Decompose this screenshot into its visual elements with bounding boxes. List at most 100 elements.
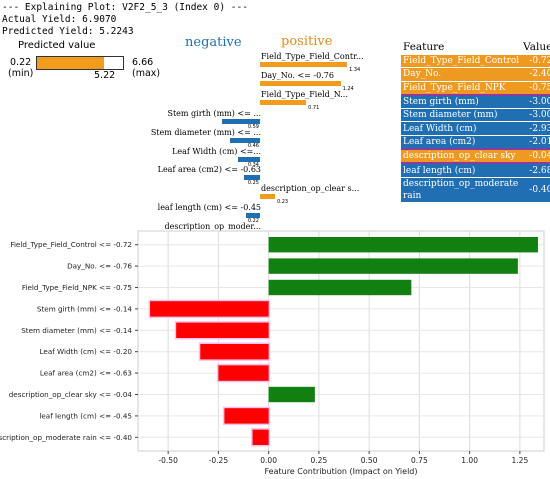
predicted-value-title: Predicted value [18,40,96,51]
predicted-value-number: 5.22 [94,70,116,81]
lime-bar-value: 1.24 [342,85,354,92]
value-cell: -3.00 [521,108,550,122]
feature-value-table: Feature Value Field_Type_Field_Control -0… [401,40,550,202]
category-label: description_op_moderate rain <= -0.40 [0,433,132,442]
lime-bar-value: 0.25 [247,180,259,187]
value-cell: -0.72 [521,53,550,68]
lime-bar-value: 0.23 [276,199,289,206]
x-tick-label: 0.50 [361,456,378,465]
feature-cell: Field_Type_Field_NPK [401,80,522,95]
lime-bar-value: 0.34 [247,161,259,168]
predicted-value-fill [37,57,104,69]
lime-bar [260,194,275,200]
lime-bar [237,156,260,162]
x-tick-label: 1.00 [461,456,478,465]
predicted-min-value: 0.22 [10,57,32,68]
value-cell: -2.40 [521,67,550,82]
lime-bar-value: 0.22 [247,218,259,225]
table-row: Field_Type_Field_NPK -0.75 [401,80,550,95]
category-label: Field_Type_Field_Control <= -0.72 [10,240,132,249]
lime-feature-label: Field_Type_Field_N... [261,89,348,99]
contribution-bar [218,365,269,381]
actual-yield-text: Actual Yield: 6.9070 [2,14,117,25]
lime-feature-label: description_op_moder... [164,222,261,232]
category-label: Stem diameter (mm) <= -0.14 [21,326,132,335]
lime-feature-label: Day_No. <= -0.76 [261,70,334,80]
lime-bar [230,137,260,143]
value-cell: -2.68 [521,162,550,178]
lime-bar [245,213,260,219]
x-tick-label: 0.75 [411,456,428,465]
predicted-value-bar [36,56,124,70]
table-row: Leaf Width (cm) -2.93 [401,121,550,136]
table-row: leaf length (cm) -2.68 [401,162,550,178]
table-row: description_op_moderate rain -0.40 [401,176,550,202]
x-tick-label: -0.50 [158,456,178,465]
lime-feature-label: Leaf Width (cm) <=... [172,146,261,156]
lime-feature-label: Stem diameter (mm) <= ... [150,127,261,137]
predicted-max-value: 6.66 [132,57,154,68]
contribution-bar [268,386,315,403]
lime-bar [260,62,348,67]
negative-heading: negative [185,35,242,50]
category-label: Field_Type_Field_NPK <= -0.75 [22,283,132,292]
predicted-yield-text: Predicted Yield: 5.2243 [2,26,134,37]
lime-feature-label: Field_Type_Field_Contr... [261,52,364,61]
value-cell: -0.40 [521,176,550,202]
feature-cell: description_op_moderate rain [401,176,522,202]
lime-bar [260,80,341,86]
category-label: description_op_clear sky <= -0.04 [9,390,133,399]
x-axis-label: Feature Contribution (Impact on Yield) [265,467,418,476]
feature-cell: description_op_clear sky [401,148,522,164]
contribution-bar [176,322,269,339]
lime-feature-label: leaf length (cm) <= -0.45 [157,203,261,213]
lime-feature-label: Leaf area (cm2) <= -0.63 [157,165,261,175]
positive-heading: positive [281,34,333,49]
lime-bar-value: 0.71 [308,104,320,111]
feature-cell: leaf length (cm) [401,162,522,178]
contribution-bar [200,343,269,360]
predicted-min-label: (min) [8,68,34,79]
lime-bar [221,118,260,124]
x-tick-label: 0.25 [311,456,328,465]
value-column-header: Value [523,41,550,53]
feature-column-header: Feature [403,41,445,53]
contribution-bar [252,429,269,446]
x-tick-label: -0.25 [209,456,229,465]
table-row: Stem girth (mm) -3.00 [401,93,550,109]
table-row: Day_No. -2.40 [401,67,550,82]
feature-cell: Stem girth (mm) [401,93,522,109]
table-row: Leaf area (cm2) -2.01 [401,134,550,150]
value-cell: -3.00 [521,93,550,109]
lime-bar-value: 0.59 [247,123,259,130]
lime-feature-label: Stem girth (mm) <= ... [167,108,261,118]
category-label: Leaf area (cm2) <= -0.63 [40,369,132,378]
contribution-bar [150,301,269,317]
plot-header: --- Explaining Plot: V2F2_5_3 (Index 0) … [2,2,248,13]
feature-cell: Leaf Width (cm) [401,121,522,136]
value-cell: -0.75 [521,80,550,95]
value-cell: -0.04 [521,148,550,164]
table-row: Stem diameter (mm) -3.00 [401,108,550,122]
category-label: Leaf Width (cm) <= -0.20 [40,347,133,356]
predicted-max-label: (max) [132,68,161,79]
x-tick-label: 0.00 [260,456,277,465]
contribution-bar [268,279,412,296]
contribution-bar [224,408,269,424]
feature-cell: Field_Type_Field_Control [401,53,522,68]
value-cell: -2.01 [521,134,550,150]
category-label: leaf length (cm) <= -0.45 [39,411,132,420]
lime-bar-value: 1.34 [349,67,361,73]
contribution-bar [268,258,518,274]
feature-contribution-chart: Field_Type_Field_Control <= -0.72 Day_No.… [0,230,545,476]
feature-cell: Stem diameter (mm) [401,108,522,122]
table-row: description_op_clear sky -0.04 [401,148,550,164]
category-label: Stem girth (mm) <= -0.14 [37,304,133,313]
value-cell: -2.93 [521,121,550,136]
lime-bar [243,175,260,181]
feature-cell: Leaf area (cm2) [401,134,522,150]
feature-cell: Day_No. [401,67,522,82]
lime-bar-value: 0.46 [247,142,259,149]
table-row: Field_Type_Field_Control -0.72 [401,53,550,68]
lime-feature-label: description_op_clear s... [261,184,360,194]
